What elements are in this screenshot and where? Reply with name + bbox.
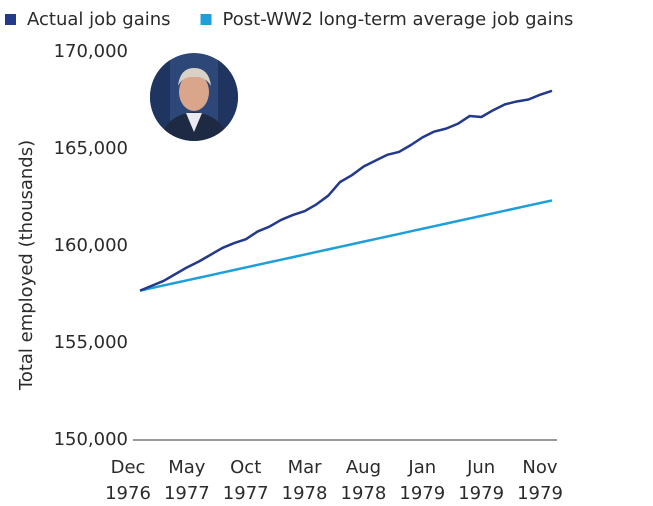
- y-tick-label: 160,000: [54, 235, 128, 256]
- y-tick-label: 170,000: [54, 41, 128, 62]
- legend-label: Post-WW2 long-term average job gains: [223, 9, 574, 30]
- y-axis-label: Total employed (thousands): [16, 140, 37, 391]
- y-tick-label: 155,000: [54, 332, 128, 353]
- x-tick-label: May 1977: [164, 457, 210, 504]
- portrait: [150, 53, 238, 141]
- legend-swatch: [200, 14, 212, 25]
- legend-label: Actual job gains: [27, 9, 171, 30]
- x-tick-label: Dec 1976: [105, 457, 151, 504]
- series-line: [139, 199, 553, 292]
- x-tick-label: Jan 1979: [399, 457, 445, 504]
- y-tick-label: 150,000: [54, 429, 128, 450]
- y-tick-label: 165,000: [54, 138, 128, 159]
- x-tick-label: Oct 1977: [223, 457, 269, 504]
- legend-swatch: [5, 14, 16, 25]
- x-tick-label: Jun 1979: [458, 457, 504, 504]
- x-tick-label: Nov 1979: [517, 457, 563, 504]
- series-line: [139, 89, 553, 292]
- x-tick-label: Mar 1978: [282, 457, 328, 504]
- x-tick-label: Aug 1978: [341, 457, 387, 504]
